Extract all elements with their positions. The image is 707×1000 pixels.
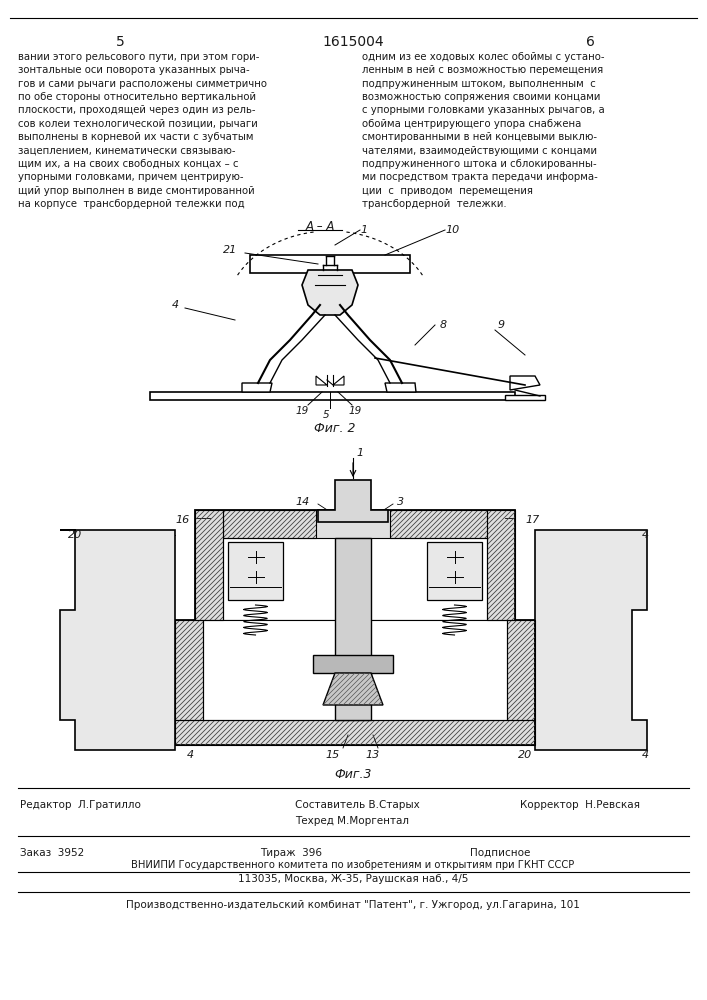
- Text: Фиг. 2: Фиг. 2: [314, 422, 356, 435]
- Text: Тираж  396: Тираж 396: [260, 848, 322, 858]
- Polygon shape: [333, 376, 344, 385]
- Polygon shape: [313, 655, 393, 673]
- Text: 15: 15: [326, 750, 340, 760]
- Polygon shape: [353, 673, 383, 705]
- Polygon shape: [487, 510, 515, 620]
- Polygon shape: [507, 620, 535, 720]
- Text: Подписное: Подписное: [470, 848, 530, 858]
- Polygon shape: [250, 255, 410, 273]
- Text: 113035, Москва, Ж-35, Раушская наб., 4/5: 113035, Москва, Ж-35, Раушская наб., 4/5: [238, 874, 468, 884]
- Polygon shape: [223, 510, 316, 538]
- Text: Производственно-издательский комбинат "Патент", г. Ужгород, ул.Гагарина, 101: Производственно-издательский комбинат "П…: [126, 900, 580, 910]
- Text: 14: 14: [296, 497, 310, 507]
- Polygon shape: [316, 376, 327, 385]
- Polygon shape: [302, 270, 358, 315]
- Text: 5: 5: [322, 410, 329, 420]
- Text: Фиг.3: Фиг.3: [334, 768, 372, 781]
- Text: вании этого рельсового пути, при этом гори-
зонтальные оси поворота указанных ры: вании этого рельсового пути, при этом го…: [18, 52, 267, 209]
- Text: 20: 20: [518, 750, 532, 760]
- Text: 20: 20: [68, 530, 82, 540]
- Text: 8: 8: [440, 320, 447, 330]
- Polygon shape: [223, 538, 487, 620]
- Polygon shape: [505, 395, 545, 400]
- Polygon shape: [335, 538, 371, 720]
- Polygon shape: [175, 620, 203, 720]
- Polygon shape: [385, 383, 416, 392]
- Text: 6: 6: [585, 35, 595, 49]
- Polygon shape: [323, 673, 383, 705]
- Text: А – А: А – А: [305, 220, 334, 233]
- Text: 1: 1: [360, 225, 367, 235]
- Polygon shape: [203, 620, 507, 720]
- Text: одним из ее ходовых колес обоймы с устано-
ленным в ней с возможностью перемещен: одним из ее ходовых колес обоймы с устан…: [362, 52, 604, 209]
- Polygon shape: [510, 376, 540, 390]
- Text: 19: 19: [349, 406, 361, 416]
- Text: Корректор  Н.Ревская: Корректор Н.Ревская: [520, 800, 640, 810]
- Polygon shape: [175, 510, 535, 745]
- Text: 13: 13: [366, 750, 380, 760]
- Polygon shape: [242, 383, 272, 392]
- Text: 1: 1: [356, 448, 363, 458]
- Polygon shape: [175, 720, 535, 745]
- Text: 10: 10: [445, 225, 460, 235]
- Text: 4: 4: [642, 750, 649, 760]
- Text: 19: 19: [296, 406, 309, 416]
- Text: Заказ  3952: Заказ 3952: [20, 848, 84, 858]
- Text: 5: 5: [116, 35, 124, 49]
- Text: 21: 21: [223, 245, 237, 255]
- Text: 4: 4: [171, 300, 179, 310]
- Text: 1615004: 1615004: [322, 35, 384, 49]
- Polygon shape: [228, 542, 283, 600]
- Text: 3: 3: [397, 497, 404, 507]
- Text: Составитель В.Старых: Составитель В.Старых: [295, 800, 420, 810]
- Text: 17: 17: [525, 515, 539, 525]
- Polygon shape: [390, 510, 487, 538]
- Text: Редактор  Л.Гратилло: Редактор Л.Гратилло: [20, 800, 141, 810]
- Polygon shape: [60, 530, 175, 750]
- Polygon shape: [535, 530, 647, 750]
- Text: ВНИИПИ Государственного комитета по изобретениям и открытиям при ГКНТ СССР: ВНИИПИ Государственного комитета по изоб…: [132, 860, 575, 870]
- Polygon shape: [318, 480, 388, 522]
- Text: 9: 9: [498, 320, 505, 330]
- Text: 4: 4: [642, 530, 649, 540]
- Text: Техред М.Моргентал: Техред М.Моргентал: [295, 816, 409, 826]
- Polygon shape: [195, 510, 223, 620]
- Polygon shape: [427, 542, 482, 600]
- Text: 4: 4: [187, 750, 194, 760]
- Text: 16: 16: [176, 515, 190, 525]
- Polygon shape: [323, 673, 353, 705]
- Polygon shape: [150, 392, 515, 400]
